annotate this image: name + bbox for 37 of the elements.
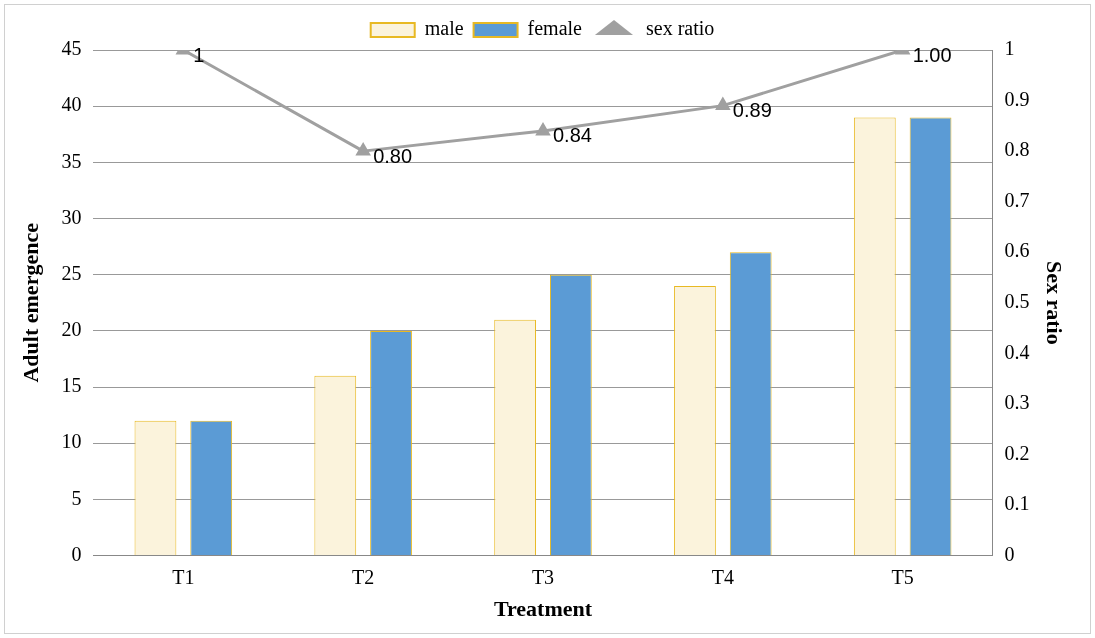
y-tick-label: 35 [61, 149, 82, 172]
legend-label: sex ratio [645, 17, 715, 40]
y2-tick-label: 0.5 [1004, 290, 1030, 313]
y2-tick-label: 0.6 [1004, 239, 1030, 262]
y-axis-title: Adult emergence [17, 222, 43, 383]
y2-tick-label: 0.7 [1004, 188, 1030, 211]
x-tick-label: T5 [891, 565, 914, 588]
y2-tick-label: 0.4 [1004, 340, 1030, 363]
y-tick-label: 10 [61, 430, 82, 453]
y-tick-label: 45 [61, 37, 82, 60]
y2-tick-label: 0.1 [1004, 492, 1030, 515]
y2-tick-label: 0.2 [1004, 441, 1030, 464]
y2-tick-label: 0.3 [1004, 391, 1030, 414]
y-tick-label: 40 [61, 93, 82, 116]
x-tick-label: T4 [711, 565, 734, 588]
y-tick-label: 30 [61, 205, 82, 228]
y-tick-label: 0 [71, 542, 82, 565]
y-tick-label: 20 [61, 318, 82, 341]
x-tick-label: T1 [172, 565, 195, 588]
y-tick-label: 15 [61, 374, 82, 397]
y2-tick-label: 1 [1004, 37, 1015, 60]
x-axis-title: Treatment [493, 596, 593, 622]
y2-tick-label: 0.9 [1004, 87, 1030, 110]
legend-label: female [527, 17, 583, 40]
y2-axis-title: Sex ratio [1042, 260, 1068, 345]
legend-label: male [424, 17, 464, 40]
data-label: 1 [193, 43, 205, 66]
y-tick-label: 5 [71, 486, 82, 509]
x-tick-label: T3 [531, 565, 555, 588]
y2-tick-label: 0 [1004, 542, 1015, 565]
y2-tick-label: 0.8 [1004, 138, 1030, 161]
data-label: 0.84 [553, 124, 592, 147]
x-tick-label: T2 [352, 565, 375, 588]
data-label: 1.00 [912, 43, 952, 66]
data-label: 0.80 [373, 144, 413, 167]
y-tick-label: 25 [61, 261, 82, 284]
data-label: 0.89 [732, 99, 772, 122]
